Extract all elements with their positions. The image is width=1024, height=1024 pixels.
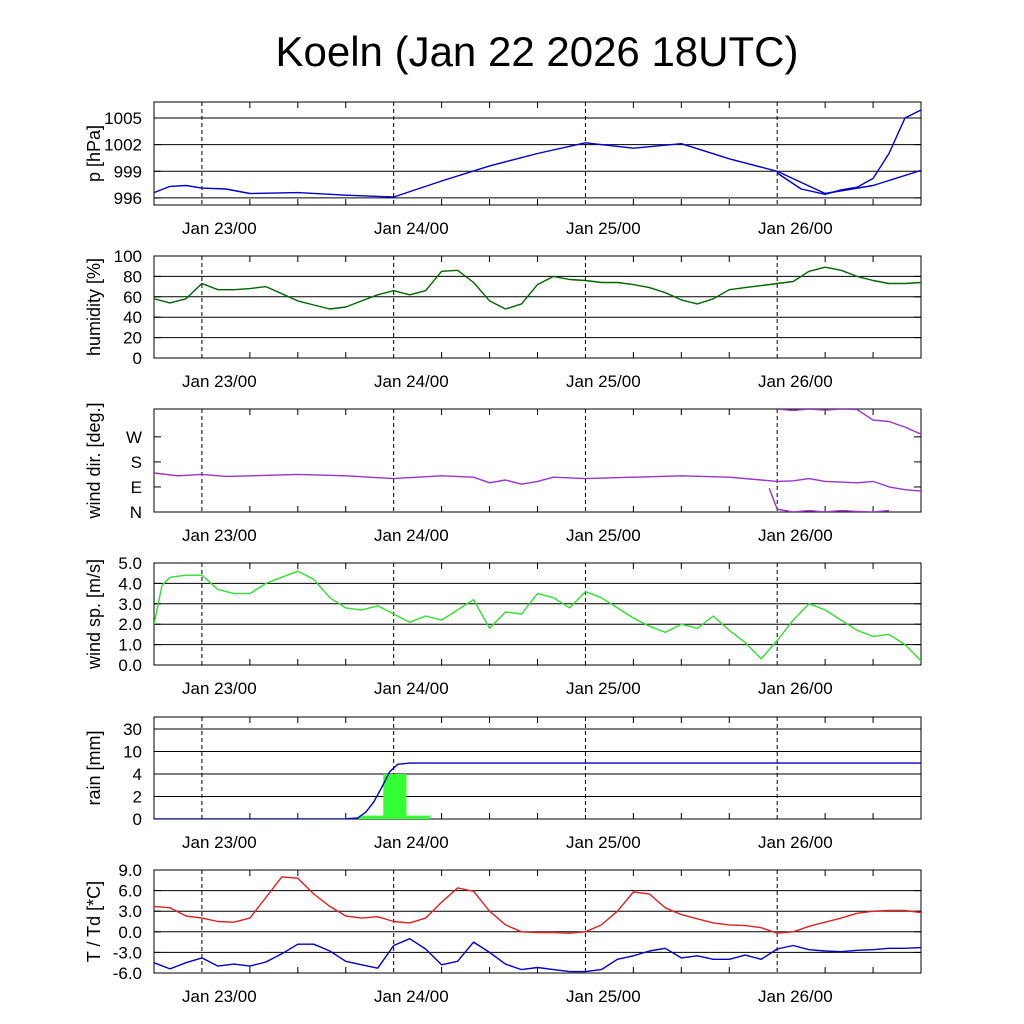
y-axis-label: wind sp. [m/s] — [84, 559, 104, 670]
y-tick-label: 2 — [133, 788, 142, 807]
y-tick-label: 100 — [114, 247, 142, 266]
y-tick-label: 80 — [123, 267, 142, 286]
x-tick-label: Jan 25/00 — [566, 833, 641, 852]
y-tick-label: 9.0 — [118, 861, 142, 880]
x-tick-label: Jan 23/00 — [182, 526, 257, 545]
y-tick-label: 10 — [123, 743, 142, 762]
data-layer — [154, 409, 921, 512]
series-line — [777, 409, 921, 435]
series-line — [154, 266, 921, 310]
y-tick-label: N — [130, 503, 142, 522]
x-tick-label: Jan 24/00 — [374, 372, 449, 391]
rain-bar — [358, 815, 396, 819]
x-tick-label: Jan 23/00 — [182, 372, 257, 391]
y-tick-label: 3.0 — [118, 902, 142, 921]
y-tick-label: 5.0 — [118, 554, 142, 573]
data-layer — [154, 762, 921, 819]
y-tick-label: W — [126, 428, 142, 447]
y-tick-label: E — [131, 478, 142, 497]
x-tick-label: Jan 24/00 — [374, 679, 449, 698]
panel-wind-speed: 0.01.0 2.03.0 4.05.0 wind sp. [m/s] Jan 23/0… — [84, 554, 922, 698]
series-line — [154, 762, 921, 819]
y-tick-label: 20 — [123, 329, 142, 348]
x-tick-label: Jan 23/00 — [182, 219, 257, 238]
y-axis-label: rain [mm] — [84, 730, 104, 805]
data-layer — [154, 570, 921, 662]
y-tick-label: -6.0 — [113, 964, 142, 983]
data-layer — [154, 266, 921, 310]
chart-title: Koeln (Jan 22 2026 18UTC) — [276, 28, 799, 75]
y-tick-label: 999 — [114, 162, 142, 181]
x-tick-label: Jan 23/00 — [182, 833, 257, 852]
y-tick-label: S — [131, 453, 142, 472]
y-axis-label: T / Td [*C] — [84, 881, 104, 962]
x-tick-label: Jan 25/00 — [566, 372, 641, 391]
series-line — [154, 142, 921, 198]
y-tick-label: 996 — [114, 189, 142, 208]
y-tick-label: 1005 — [104, 109, 142, 128]
x-tick-label: Jan 25/00 — [566, 526, 641, 545]
y-tick-label: 0 — [133, 349, 142, 368]
y-axis-label: humidity [%] — [84, 258, 104, 356]
y-tick-label: 0.0 — [118, 923, 142, 942]
panel-rain: 0 2 4 10 30 rain [mm] Jan 23/00 Jan 24/00 Jan 25… — [84, 716, 922, 852]
x-tick-label: Jan 26/00 — [758, 526, 833, 545]
x-tick-label: Jan 26/00 — [758, 987, 833, 1006]
series-line — [768, 488, 890, 512]
x-tick-label: Jan 24/00 — [374, 526, 449, 545]
series-line — [154, 570, 921, 662]
y-tick-label: 1002 — [104, 136, 142, 155]
x-tick-label: Jan 26/00 — [758, 833, 833, 852]
x-tick-label: Jan 23/00 — [182, 987, 257, 1006]
y-tick-label: 2.0 — [118, 615, 142, 634]
y-axis-label: p [hPa] — [84, 125, 104, 182]
y-tick-label: 6.0 — [118, 882, 142, 901]
x-tick-label: Jan 25/00 — [566, 987, 641, 1006]
y-tick-label: 4.0 — [118, 574, 142, 593]
series-line — [154, 876, 921, 934]
data-layer — [154, 109, 921, 198]
y-tick-label: -3.0 — [113, 943, 142, 962]
rain-bar — [406, 815, 431, 819]
x-tick-label: Jan 24/00 — [374, 987, 449, 1006]
y-tick-label: 60 — [123, 288, 142, 307]
series-line — [154, 938, 921, 973]
y-tick-label: 30 — [123, 720, 142, 739]
panel-temperature: -6.0 -3.00.0 3.06.0 9.0 T / Td [*C] Jan 23/00… — [84, 861, 922, 1006]
rain-bar — [383, 774, 407, 819]
y-tick-label: 3.0 — [118, 595, 142, 614]
x-tick-label: Jan 26/00 — [758, 372, 833, 391]
series-line — [154, 472, 921, 492]
series-line — [776, 109, 921, 196]
y-axis-label: wind dir. [deg.] — [84, 402, 104, 519]
y-tick-label: 0 — [133, 810, 142, 829]
x-tick-label: Jan 24/00 — [374, 833, 449, 852]
x-tick-label: Jan 26/00 — [758, 679, 833, 698]
x-tick-label: Jan 26/00 — [758, 219, 833, 238]
y-tick-label: 0.0 — [118, 656, 142, 675]
x-tick-label: Jan 23/00 — [182, 679, 257, 698]
y-tick-label: 40 — [123, 308, 142, 327]
x-tick-label: Jan 24/00 — [374, 219, 449, 238]
x-tick-label: Jan 25/00 — [566, 219, 641, 238]
y-tick-label: 1.0 — [118, 636, 142, 655]
x-tick-label: Jan 25/00 — [566, 679, 641, 698]
y-tick-label: 4 — [133, 765, 142, 784]
data-layer — [154, 876, 921, 973]
